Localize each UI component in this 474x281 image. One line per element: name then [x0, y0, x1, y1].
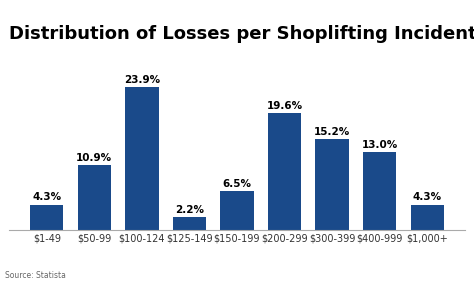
Bar	[268, 113, 301, 230]
Bar	[363, 153, 396, 230]
Text: 13.0%: 13.0%	[362, 140, 398, 150]
Text: 10.9%: 10.9%	[76, 153, 112, 163]
Text: 4.3%: 4.3%	[32, 192, 61, 202]
Bar	[30, 205, 64, 230]
Text: 15.2%: 15.2%	[314, 127, 350, 137]
Bar	[125, 87, 158, 230]
Text: 2.2%: 2.2%	[175, 205, 204, 215]
Text: 6.5%: 6.5%	[222, 179, 252, 189]
Text: 19.6%: 19.6%	[266, 101, 302, 110]
Text: 4.3%: 4.3%	[413, 192, 442, 202]
Bar	[410, 205, 444, 230]
Bar	[173, 217, 206, 230]
Bar	[220, 191, 254, 230]
Text: 23.9%: 23.9%	[124, 75, 160, 85]
Bar	[78, 165, 111, 230]
Text: Distribution of Losses per Shoplifting Incident: Distribution of Losses per Shoplifting I…	[9, 26, 474, 44]
Bar	[316, 139, 349, 230]
Text: Source: Statista: Source: Statista	[5, 271, 65, 280]
